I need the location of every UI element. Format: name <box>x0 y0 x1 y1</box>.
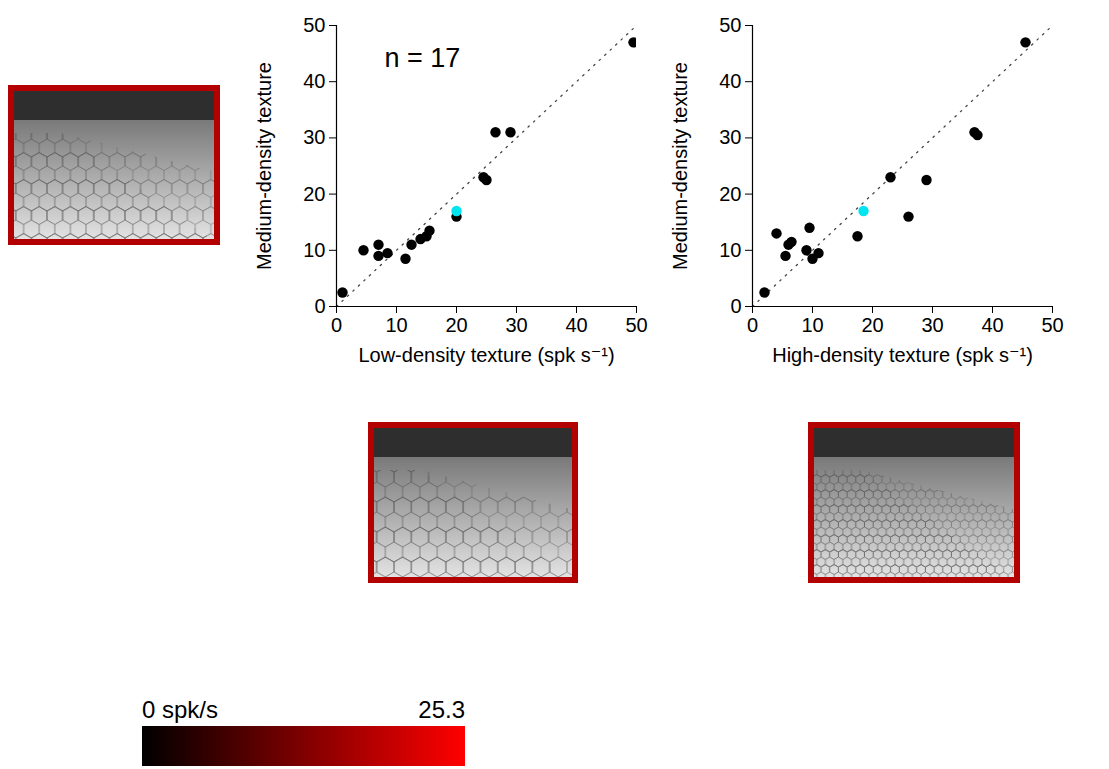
svg-text:20: 20 <box>303 183 325 205</box>
svg-text:50: 50 <box>719 14 741 36</box>
svg-text:Medium-density texture: Medium-density texture <box>669 62 691 270</box>
svg-text:50: 50 <box>625 314 647 336</box>
svg-text:10: 10 <box>801 314 823 336</box>
svg-text:20: 20 <box>861 314 883 336</box>
svg-text:0: 0 <box>730 295 741 317</box>
svg-text:Medium-density texture: Medium-density texture <box>253 62 275 270</box>
svg-text:Low-density texture (spk s⁻¹): Low-density texture (spk s⁻¹) <box>358 344 614 366</box>
svg-text:0: 0 <box>314 295 325 317</box>
svg-text:40: 40 <box>981 314 1003 336</box>
svg-text:30: 30 <box>505 314 527 336</box>
svg-text:30: 30 <box>303 126 325 148</box>
svg-text:0: 0 <box>331 314 342 336</box>
svg-text:40: 40 <box>719 70 741 92</box>
svg-text:10: 10 <box>303 239 325 261</box>
svg-text:50: 50 <box>303 14 325 36</box>
svg-text:0 spk/s: 0 spk/s <box>142 696 218 723</box>
svg-text:10: 10 <box>719 239 741 261</box>
svg-text:40: 40 <box>303 70 325 92</box>
svg-text:40: 40 <box>565 314 587 336</box>
svg-text:30: 30 <box>719 126 741 148</box>
svg-text:30: 30 <box>921 314 943 336</box>
svg-text:n = 17: n = 17 <box>385 43 461 73</box>
svg-text:50: 50 <box>1041 314 1063 336</box>
svg-text:0: 0 <box>747 314 758 336</box>
svg-text:10: 10 <box>385 314 407 336</box>
svg-text:20: 20 <box>445 314 467 336</box>
svg-text:20: 20 <box>719 183 741 205</box>
svg-text:25.3: 25.3 <box>418 696 465 723</box>
svg-text:High-density texture (spk s⁻¹): High-density texture (spk s⁻¹) <box>772 344 1033 366</box>
